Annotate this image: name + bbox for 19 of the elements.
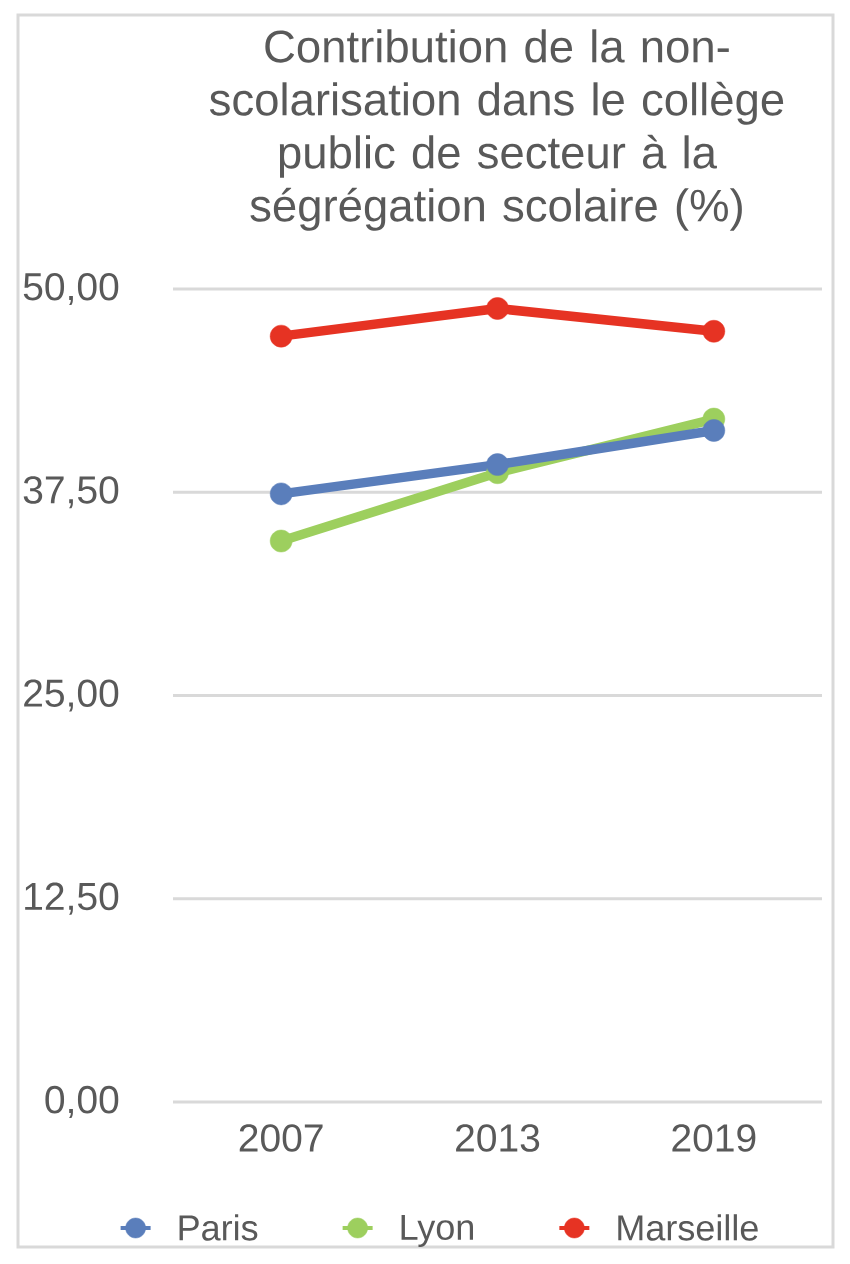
point: [269, 529, 293, 553]
y-tick-label: 25,00: [24, 679, 119, 712]
point: [269, 324, 293, 348]
x-tick-label: 2007: [239, 1124, 323, 1152]
y-tick-label: 12,50: [25, 882, 119, 915]
point: [269, 482, 293, 506]
chart-title: Contribution de la non-scolarisation dans le collège public de secteur à la ségrégation scolaire (%): [209, 29, 784, 231]
point: [486, 297, 509, 320]
point: [702, 419, 726, 442]
legend-label: Lyon: [401, 1214, 473, 1248]
y-tick-label: 50,00: [23, 272, 119, 306]
y-tick-label: 0,00: [45, 1085, 119, 1119]
x-tick-label: 2019: [672, 1124, 756, 1152]
x-tick-label: 2013: [456, 1124, 540, 1152]
legend-label: Marseille: [618, 1214, 758, 1241]
legend-label: Paris: [179, 1214, 258, 1241]
point: [486, 453, 509, 476]
y-tick-label: 37,50: [23, 476, 119, 509]
point: [702, 320, 726, 343]
